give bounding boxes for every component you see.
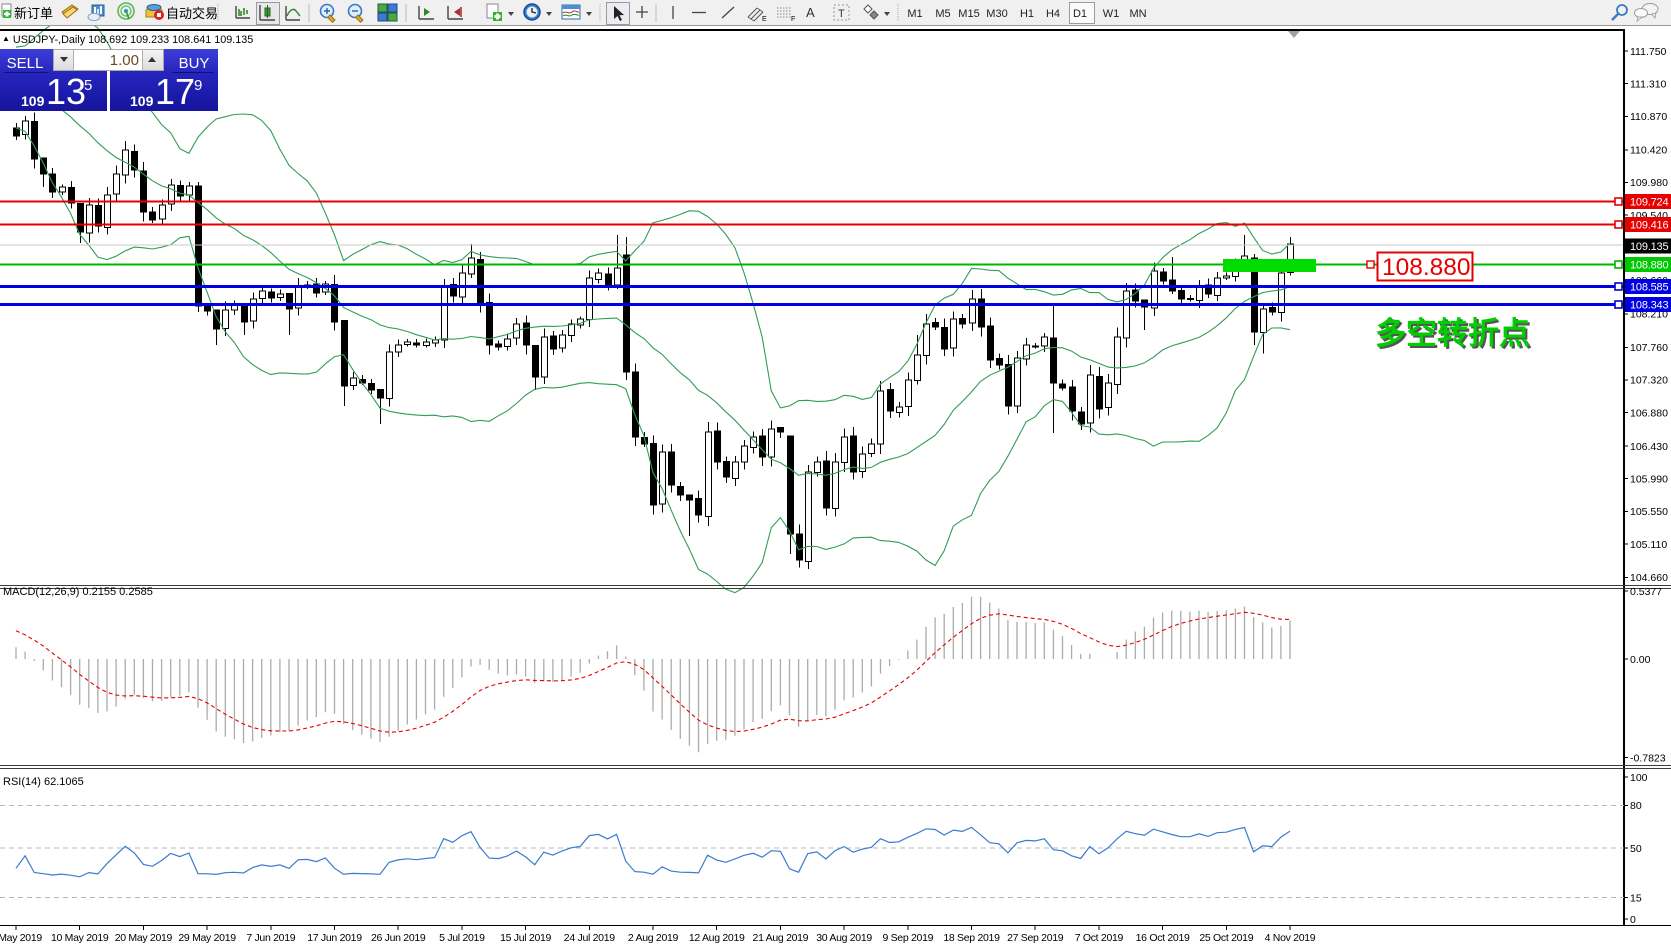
svg-text:107.320: 107.320 — [1630, 375, 1668, 387]
svg-text:50: 50 — [1630, 843, 1642, 855]
svg-text:2 Aug 2019: 2 Aug 2019 — [628, 932, 679, 944]
svg-text:7 Jun 2019: 7 Jun 2019 — [246, 932, 295, 944]
svg-text:E: E — [762, 16, 767, 23]
svg-text:7 Oct 2019: 7 Oct 2019 — [1075, 932, 1124, 944]
svg-text:新订单: 新订单 — [14, 6, 53, 21]
svg-text:106.430: 106.430 — [1630, 441, 1668, 453]
svg-text:104.660: 104.660 — [1630, 572, 1668, 584]
svg-text:100: 100 — [1630, 772, 1648, 784]
svg-text:18 Sep 2019: 18 Sep 2019 — [943, 932, 1000, 944]
svg-text:29 May 2019: 29 May 2019 — [178, 932, 236, 944]
svg-text:15 Jul 2019: 15 Jul 2019 — [500, 932, 551, 944]
svg-text:T: T — [838, 8, 845, 20]
svg-text:F: F — [791, 16, 795, 23]
svg-text:A: A — [806, 5, 815, 20]
svg-text:109.135: 109.135 — [1630, 241, 1668, 253]
svg-text:RSI(14) 62.1065: RSI(14) 62.1065 — [3, 776, 84, 788]
svg-text:25 Oct 2019: 25 Oct 2019 — [1199, 932, 1253, 944]
svg-text:0.5377: 0.5377 — [1630, 586, 1662, 598]
svg-text:110.420: 110.420 — [1630, 145, 1667, 157]
svg-text:4 Nov 2019: 4 Nov 2019 — [1265, 932, 1316, 944]
svg-text:5 Jul 2019: 5 Jul 2019 — [439, 932, 485, 944]
svg-text:110.870: 110.870 — [1630, 111, 1667, 123]
svg-text:109.980: 109.980 — [1630, 177, 1668, 189]
svg-text:17 Jun 2019: 17 Jun 2019 — [307, 932, 362, 944]
svg-text:107.760: 107.760 — [1630, 342, 1668, 354]
svg-text:26 Jun 2019: 26 Jun 2019 — [371, 932, 426, 944]
svg-text:111.750: 111.750 — [1630, 46, 1667, 58]
svg-text:109.724: 109.724 — [1630, 197, 1668, 209]
svg-text:108.343: 108.343 — [1630, 300, 1668, 312]
svg-text:109.416: 109.416 — [1630, 220, 1668, 232]
svg-text:21 Aug 2019: 21 Aug 2019 — [753, 932, 809, 944]
svg-text:16 Oct 2019: 16 Oct 2019 — [1136, 932, 1190, 944]
svg-text:9 Sep 2019: 9 Sep 2019 — [882, 932, 933, 944]
svg-text:80: 80 — [1630, 800, 1642, 812]
svg-text:27 Sep 2019: 27 Sep 2019 — [1007, 932, 1064, 944]
svg-text:15: 15 — [1630, 893, 1642, 905]
svg-text:MACD(12,26,9) 0.2155 0.2585: MACD(12,26,9) 0.2155 0.2585 — [3, 586, 153, 598]
svg-text:105.110: 105.110 — [1630, 539, 1667, 551]
svg-text:1 May 2019: 1 May 2019 — [0, 932, 42, 944]
svg-text:24 Jul 2019: 24 Jul 2019 — [564, 932, 615, 944]
svg-text:12 Aug 2019: 12 Aug 2019 — [689, 932, 745, 944]
svg-text:0: 0 — [1630, 914, 1636, 926]
svg-text:108.585: 108.585 — [1630, 282, 1668, 294]
svg-text:自动交易: 自动交易 — [166, 6, 218, 21]
svg-text:108.880: 108.880 — [1382, 254, 1471, 281]
svg-text:106.880: 106.880 — [1630, 407, 1668, 419]
svg-text:20 May 2019: 20 May 2019 — [115, 932, 173, 944]
svg-text:0.00: 0.00 — [1630, 654, 1651, 666]
svg-text:多空转折点: 多空转折点 — [1375, 316, 1530, 351]
svg-text:111.310: 111.310 — [1630, 79, 1667, 91]
svg-text:30 Aug 2019: 30 Aug 2019 — [816, 932, 872, 944]
svg-text:108.880: 108.880 — [1630, 260, 1668, 272]
svg-text:105.550: 105.550 — [1630, 506, 1668, 518]
svg-text:10 May 2019: 10 May 2019 — [51, 932, 109, 944]
svg-text:-0.7823: -0.7823 — [1630, 752, 1666, 764]
svg-text:105.990: 105.990 — [1630, 474, 1668, 486]
